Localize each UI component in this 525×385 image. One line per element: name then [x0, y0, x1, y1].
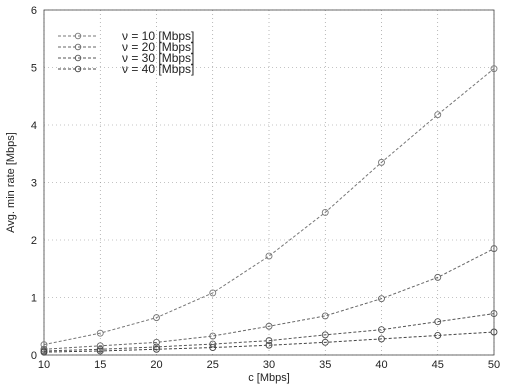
x-axis-title: c [Mbps]: [248, 372, 290, 384]
legend-item: ν = 20 [Mbps]: [58, 40, 194, 54]
data-point: [96, 329, 104, 337]
data-point: [490, 310, 498, 318]
data-point: [265, 322, 273, 330]
data-point: [321, 338, 329, 346]
data-point: [378, 326, 385, 334]
series-line: [43, 68, 495, 346]
data-point: [490, 245, 498, 253]
data-point: [434, 318, 442, 326]
series-1: [40, 65, 498, 349]
legend-item: ν = 30 [Mbps]: [58, 51, 194, 65]
data-point: [96, 345, 104, 353]
data-point: [434, 111, 442, 119]
legend-item: ν = 10 [Mbps]: [58, 29, 194, 43]
y-tick-label: 0: [31, 350, 37, 362]
data-point: [321, 312, 329, 320]
data-point: [153, 343, 160, 351]
y-axis-title: Avg. min rate [Mbps]: [5, 132, 17, 233]
data-point: [378, 335, 385, 343]
data-point: [265, 337, 273, 345]
plot-frame: [43, 9, 495, 356]
data-point: [209, 289, 217, 297]
data-point: [40, 348, 48, 356]
x-tick-label: 30: [263, 359, 275, 371]
data-point: [378, 158, 385, 166]
legend-item: ν = 40 [Mbps]: [58, 62, 194, 76]
y-tick-label: 2: [31, 235, 37, 247]
data-point: [490, 65, 498, 73]
legend-label: ν = 40 [Mbps]: [122, 62, 194, 76]
series-line: [43, 331, 495, 353]
data-point: [378, 295, 385, 303]
data-point: [321, 208, 329, 216]
data-point: [265, 341, 273, 349]
y-tick-label: 1: [31, 293, 37, 305]
x-tick-label: 15: [94, 359, 106, 371]
y-tick-label: 4: [31, 120, 37, 132]
x-tick-label: 10: [38, 359, 50, 371]
data-point: [153, 314, 160, 322]
legend-marker: [74, 32, 82, 40]
x-tick-label: 50: [488, 359, 500, 371]
x-tick-label: 45: [432, 359, 444, 371]
data-point: [265, 252, 273, 260]
x-tick-label: 25: [207, 359, 219, 371]
y-tick-label: 6: [31, 5, 37, 17]
legend-label: ν = 30 [Mbps]: [122, 51, 194, 65]
data-point: [209, 340, 217, 348]
legend-marker: [74, 65, 82, 73]
series-line: [43, 313, 495, 352]
x-tick-label: 40: [375, 359, 387, 371]
data-point: [153, 345, 160, 353]
series-4: [40, 328, 498, 356]
x-tick-label: 35: [319, 359, 331, 371]
x-tick-label: 20: [150, 359, 162, 371]
legend: ν = 10 [Mbps]ν = 20 [Mbps]ν = 30 [Mbps]ν…: [58, 29, 194, 76]
y-tick-label: 5: [31, 63, 37, 75]
y-tick-label: 3: [31, 178, 37, 190]
data-point: [96, 347, 104, 355]
series-group: [40, 65, 498, 356]
data-point: [40, 345, 48, 353]
series-line: [43, 248, 495, 350]
series-3: [40, 310, 498, 355]
data-point: [209, 344, 217, 351]
legend-marker: [74, 54, 82, 62]
legend-marker: [74, 43, 82, 51]
data-point: [209, 332, 217, 340]
data-point: [321, 331, 329, 339]
grid: [43, 9, 495, 356]
data-point: [490, 328, 498, 336]
legend-label: ν = 10 [Mbps]: [122, 29, 194, 43]
legend-label: ν = 20 [Mbps]: [122, 40, 194, 54]
data-point: [153, 338, 160, 346]
data-point: [434, 273, 442, 281]
data-point: [434, 332, 442, 339]
